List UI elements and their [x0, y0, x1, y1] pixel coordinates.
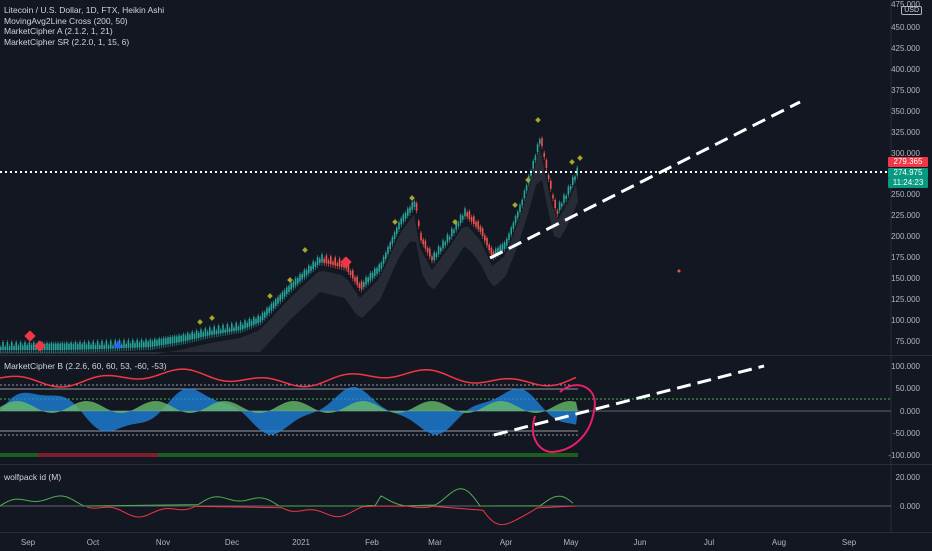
wolfpack-legend[interactable]: wolfpack id (M) [4, 472, 62, 482]
axis-tick-label: 0.000 [900, 407, 921, 416]
ma-cross-legend[interactable]: MovingAvg2Line Cross (200, 50) [4, 15, 128, 26]
time-tick-label: 2021 [292, 538, 310, 547]
axis-tick-label: 325.000 [891, 128, 920, 137]
heikin-ashi-candles [0, 136, 578, 354]
wolfpack-pane[interactable]: 20.000 0.000 wolfpack id (M) [0, 464, 932, 533]
axis-tick-label: 200.000 [891, 232, 920, 241]
time-tick-label: Sep [21, 538, 36, 547]
axis-tick-label: 175.000 [891, 253, 920, 262]
time-tick-label: Feb [365, 538, 379, 547]
symbol-legend[interactable]: Litecoin / U.S. Dollar, 1D, FTX, Heikin … [4, 5, 165, 15]
time-tick-label: Nov [156, 538, 170, 547]
wolfpack-chart[interactable]: 20.000 0.000 [0, 465, 932, 533]
axis-tick-label: 225.000 [891, 211, 920, 220]
cipher-b-chart[interactable]: 100.000 50.000 0.000 -50.000 -100.000 [0, 356, 932, 464]
money-flow-waves [0, 368, 578, 435]
cipher-a-legend[interactable]: MarketCipher A (2.1.2, 1, 21) [4, 26, 113, 36]
time-tick-label: Mar [428, 538, 442, 547]
trend-line-drawing[interactable] [489, 100, 801, 260]
bottom-signal-bar [0, 453, 578, 457]
cipher-b-pane[interactable]: 100.000 50.000 0.000 -50.000 -100.000 Market… [0, 355, 932, 464]
axis-tick-label: -100.000 [888, 451, 920, 460]
wolfpack-line-negative [86, 505, 577, 526]
currency-badge[interactable]: USD [901, 6, 922, 15]
time-tick-label: Oct [87, 538, 100, 547]
time-tick-label: Sep [842, 538, 857, 547]
axis-tick-label: 50.000 [896, 384, 921, 393]
axis-tick-label: 425.000 [891, 44, 920, 53]
axis-tick-label: -50.000 [893, 429, 921, 438]
axis-tick-label: 75.000 [896, 337, 921, 346]
price-chart[interactable]: 475.000 450.000 425.000 400.000 375.000 350.0… [0, 0, 932, 354]
cipher-sr-legend[interactable]: MarketCipher SR (2.2.0, 1, 15, 6) [4, 36, 130, 47]
axis-tick-label: 100.000 [891, 316, 920, 325]
axis-tick-label: 250.000 [891, 190, 920, 199]
cipher-trend-line-drawing[interactable] [493, 364, 765, 437]
axis-tick-label: 100.000 [891, 362, 920, 371]
time-tick-label: Jun [634, 538, 647, 547]
cipher-b-axis-ticks: 100.000 50.000 0.000 -50.000 -100.000 [888, 362, 920, 460]
axis-tick-label: 125.000 [891, 295, 920, 304]
axis-tick-label: 375.000 [891, 86, 920, 95]
time-tick-label: Jul [704, 538, 714, 547]
wolfpack-axis-ticks: 20.000 0.000 [896, 473, 921, 511]
axis-tick-label: 20.000 [896, 473, 921, 482]
time-axis-ticks: Sep Oct Nov Dec 2021 Feb Mar Apr May Jun Jul Aug Sep [21, 538, 857, 547]
axis-tick-label: 0.000 [900, 502, 921, 511]
time-tick-label: Dec [225, 538, 239, 547]
axis-tick-label: 150.000 [891, 274, 920, 283]
price-pane[interactable]: 475.000 450.000 425.000 400.000 375.000 350.0… [0, 0, 932, 354]
last-price-tag: 274.975 [888, 168, 928, 178]
wolfpack-line-positive [0, 488, 574, 507]
cipher-b-legend[interactable]: MarketCipher B (2.2.6, 60, 60, 53, -60, … [4, 361, 167, 371]
axis-tick-label: 450.000 [891, 23, 920, 32]
time-tick-label: May [563, 538, 578, 547]
stray-red-dot [677, 269, 681, 273]
time-axis[interactable]: Sep Oct Nov Dec 2021 Feb Mar Apr May Jun Jul Aug Sep [0, 532, 932, 551]
time-tick-label: Aug [772, 538, 786, 547]
upper-price-tag: 279.365 [888, 157, 928, 167]
signal-markers [24, 117, 583, 352]
axis-tick-label: 400.000 [891, 65, 920, 74]
time-tick-label: Apr [500, 538, 513, 547]
countdown-tag: 11:24:23 [888, 178, 928, 188]
axis-tick-label: 300.000 [891, 149, 920, 158]
axis-tick-label: 475.000 [891, 0, 920, 9]
axis-tick-label: 350.000 [891, 107, 920, 116]
price-axis-ticks: 475.000 450.000 425.000 400.000 375.000 350.0… [891, 0, 920, 346]
circle-annotation[interactable] [532, 384, 596, 454]
